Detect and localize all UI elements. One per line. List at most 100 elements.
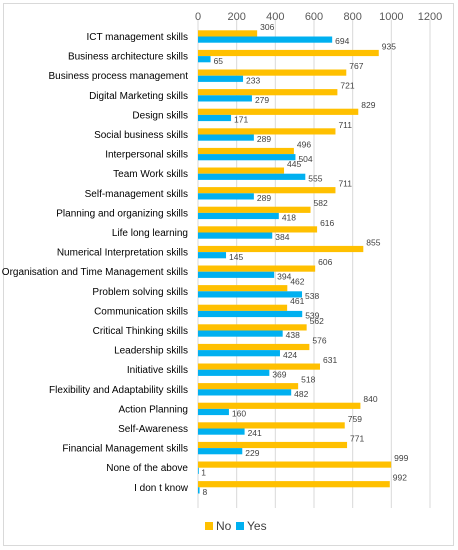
bar-no bbox=[198, 441, 348, 449]
x-tick-label: 0 bbox=[195, 11, 201, 23]
value-label-no: 518 bbox=[301, 375, 315, 385]
category-label: Business process management bbox=[48, 71, 188, 82]
x-tick-label: 1200 bbox=[418, 11, 442, 23]
category-label: Critical Thinking skills bbox=[93, 326, 188, 337]
value-label-yes: 369 bbox=[272, 369, 286, 379]
value-label-no: 767 bbox=[349, 61, 363, 71]
category-label: Interpersonal skills bbox=[105, 150, 188, 161]
legend-swatch bbox=[236, 522, 244, 530]
value-label-yes: 1 bbox=[201, 467, 206, 477]
bar-yes bbox=[198, 95, 252, 102]
category-label: Initiative skills bbox=[127, 365, 188, 376]
bar-yes bbox=[198, 310, 303, 318]
value-label-yes: 229 bbox=[245, 448, 259, 458]
bar-yes bbox=[198, 36, 333, 43]
category-label: Action Planning bbox=[119, 404, 189, 415]
category-labels: ICT management skills Business architectu… bbox=[2, 32, 189, 494]
bar-no bbox=[198, 30, 258, 37]
value-label-yes: 233 bbox=[246, 75, 260, 85]
bar-no bbox=[198, 481, 390, 488]
bar-yes bbox=[198, 114, 232, 122]
category-label: ICT management skills bbox=[86, 32, 188, 43]
bar-no bbox=[198, 343, 310, 351]
bar-no bbox=[198, 285, 288, 292]
x-tick-label: 200 bbox=[227, 11, 245, 23]
x-tick-label: 1000 bbox=[379, 11, 403, 23]
bar-no bbox=[198, 422, 345, 429]
value-label-yes: 65 bbox=[214, 56, 224, 66]
category-label: None of the above bbox=[106, 463, 188, 474]
value-label-no: 562 bbox=[310, 316, 324, 326]
value-label-no: 306 bbox=[260, 22, 274, 32]
bar-yes bbox=[198, 212, 279, 220]
category-label: Problem solving skills bbox=[92, 287, 188, 298]
value-label-no: 606 bbox=[318, 257, 332, 267]
category-label: Design skills bbox=[132, 110, 188, 121]
value-label-yes: 438 bbox=[286, 330, 300, 340]
bar-no bbox=[198, 206, 311, 213]
value-label-yes: 241 bbox=[248, 428, 262, 438]
bar-yes bbox=[198, 252, 227, 259]
value-label-no: 631 bbox=[323, 355, 337, 365]
chart-frame bbox=[3, 3, 454, 546]
bar-yes bbox=[198, 56, 211, 63]
bar-yes bbox=[198, 271, 275, 278]
value-label-no: 616 bbox=[320, 218, 334, 228]
bar-yes bbox=[198, 232, 273, 239]
legend-swatch bbox=[205, 522, 213, 530]
value-label-yes: 418 bbox=[282, 213, 296, 223]
value-label-yes: 694 bbox=[335, 36, 349, 46]
value-label-no: 461 bbox=[290, 296, 304, 306]
bar-no bbox=[198, 69, 347, 76]
bars bbox=[198, 30, 392, 494]
value-label-no: 711 bbox=[338, 179, 352, 189]
value-label-yes: 279 bbox=[255, 95, 269, 105]
bar-yes bbox=[198, 350, 280, 357]
legend-label: Yes bbox=[247, 519, 267, 533]
category-label: Flexibility and Adaptability skills bbox=[49, 385, 188, 396]
value-label-yes: 538 bbox=[305, 291, 319, 301]
category-label: I don t know bbox=[134, 483, 189, 494]
bar-yes bbox=[198, 193, 254, 200]
value-label-yes: 394 bbox=[277, 271, 291, 281]
category-label: Communication skills bbox=[94, 306, 188, 317]
value-label-no: 462 bbox=[290, 277, 304, 287]
value-label-no: 829 bbox=[361, 100, 375, 110]
category-label: Financial Management skills bbox=[62, 444, 188, 455]
bar-yes bbox=[198, 154, 296, 161]
bar-yes bbox=[198, 330, 283, 337]
bar-yes bbox=[198, 467, 199, 474]
category-label: Organisation and Time Management skills bbox=[2, 267, 188, 278]
value-label-no: 711 bbox=[338, 120, 352, 130]
category-label: Leadership skills bbox=[114, 346, 188, 357]
value-label-yes: 555 bbox=[308, 173, 322, 183]
bar-no bbox=[198, 304, 288, 311]
value-label-yes: 171 bbox=[234, 115, 248, 125]
bar-no bbox=[198, 128, 336, 135]
bar-no bbox=[198, 402, 361, 409]
bar-no bbox=[198, 89, 338, 96]
bar-no bbox=[198, 187, 336, 194]
value-label-no: 496 bbox=[297, 139, 311, 149]
category-label: Self-management skills bbox=[85, 189, 188, 200]
bar-no bbox=[198, 461, 392, 468]
bar-no bbox=[198, 108, 359, 115]
bar-yes bbox=[198, 134, 254, 141]
value-label-yes: 539 bbox=[305, 311, 319, 321]
value-labels: 306 694 935 65 767 233 721 279 829 171 711 289 496 50… bbox=[201, 22, 408, 497]
bar-no bbox=[198, 324, 307, 331]
x-axis-tick-labels: 0 200 400 600 800 1000 1200 bbox=[195, 11, 442, 23]
bar-no bbox=[198, 147, 294, 155]
category-label: Self-Awareness bbox=[118, 424, 188, 435]
value-label-yes: 482 bbox=[294, 389, 308, 399]
x-tick-label: 400 bbox=[266, 11, 284, 23]
bar-no bbox=[198, 167, 285, 174]
category-label: Team Work skills bbox=[113, 169, 188, 180]
value-label-no: 771 bbox=[350, 433, 364, 443]
category-label: Social business skills bbox=[94, 130, 188, 141]
category-label: Business architecture skills bbox=[68, 52, 188, 63]
value-label-no: 992 bbox=[393, 473, 407, 483]
bar-yes bbox=[198, 487, 200, 494]
legend-label: No bbox=[216, 519, 232, 533]
bar-yes bbox=[198, 369, 270, 376]
